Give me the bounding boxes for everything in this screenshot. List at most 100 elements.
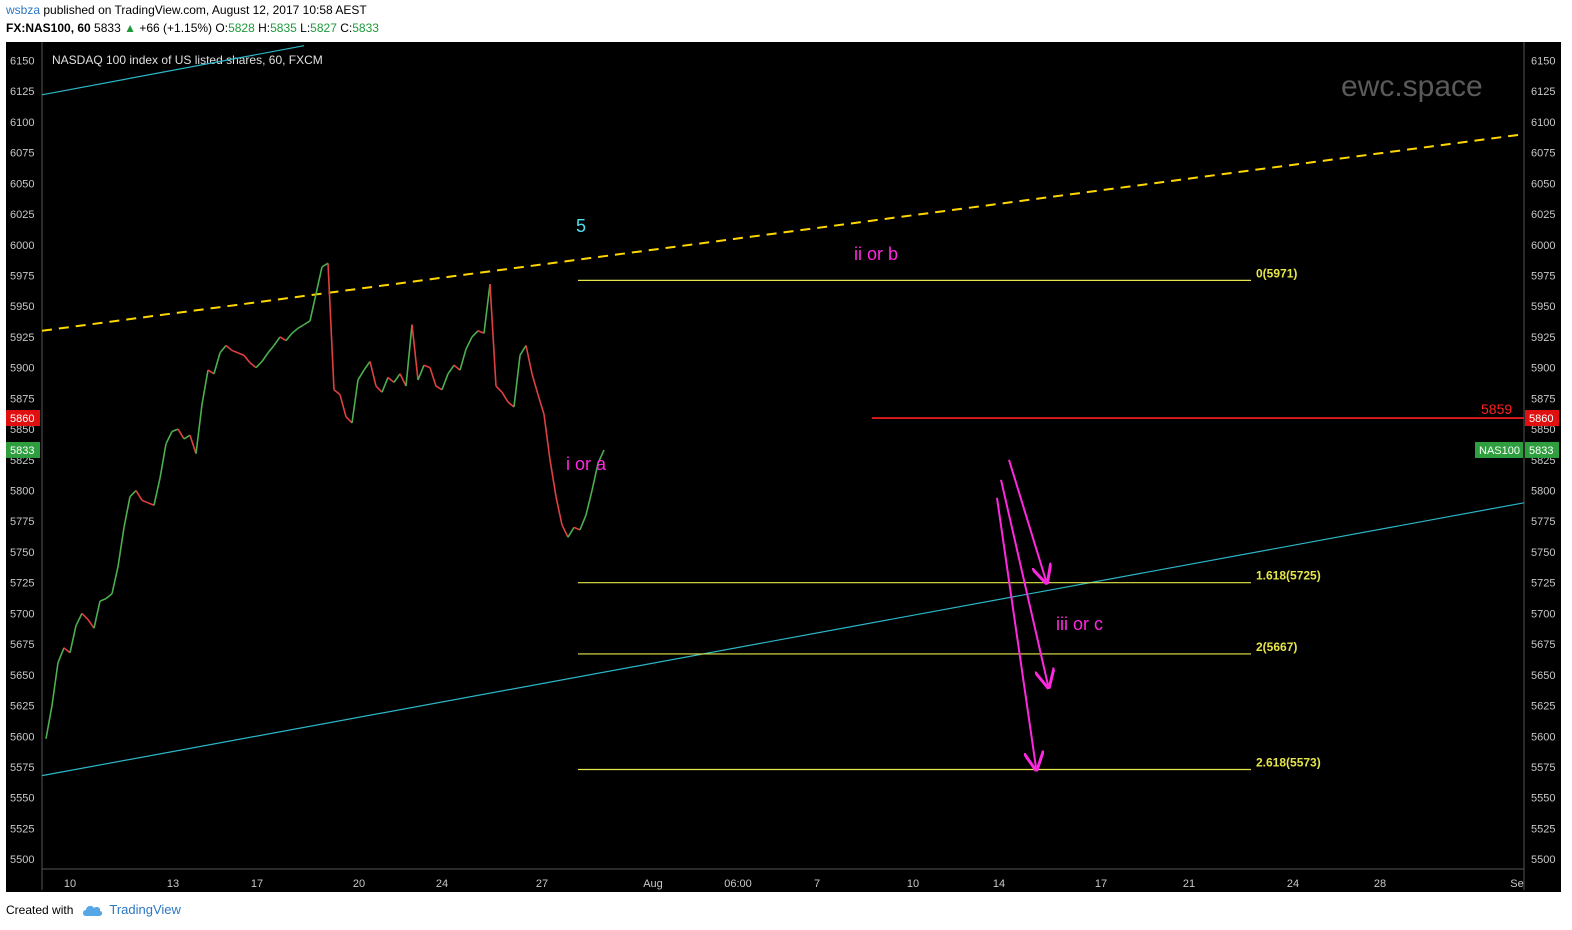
ohlc-line: FX:NAS100, 60 5833 ▲ +66 (+1.15%) O:5828… [6,21,379,35]
price-segment [219,345,227,354]
price-segment [291,327,299,334]
x-tick-label: 10 [907,878,919,890]
price-segment [417,364,425,381]
price-segment [345,416,353,424]
price-segment [513,355,521,408]
price-segment [57,647,65,663]
x-tick-label: 21 [1183,878,1195,890]
price-segment [387,376,395,384]
y-tick-label-left: 5800 [10,486,34,498]
price-segment [375,385,383,393]
x-tick-label: 7 [814,878,820,890]
y-tick-label-left: 5500 [10,854,34,866]
price-segment [543,414,551,460]
price-segment [303,320,311,326]
price-segment [321,262,329,268]
price-segment [369,361,377,387]
price-segment [327,263,335,390]
level-axis-badge-left [6,410,40,427]
price-segment [591,463,599,491]
fib-level-label: 2.618(5573) [1256,755,1321,769]
price-segment [561,524,569,538]
y-tick-label-right: 6075 [1531,148,1555,160]
y-tick-label-right: 5750 [1531,547,1555,559]
price-segment [483,283,491,334]
y-tick-label-left: 6025 [10,209,34,221]
x-tick-label: 27 [536,878,548,890]
y-tick-label-right: 6000 [1531,240,1555,252]
price-segment [81,612,89,621]
price-segment [315,266,323,295]
support-trend-line [41,502,1525,777]
x-tick-label: 24 [1287,878,1299,890]
y-tick-label-right: 5875 [1531,393,1555,405]
price-segment [171,428,179,433]
price-segment [579,514,587,531]
wave-label: i or a [566,454,607,474]
axis-badges: 5860 5860 5833 5833 NAS100 [6,410,1559,458]
price-segment [477,330,485,334]
price-segment [255,360,263,369]
fib-level-label: 2(5667) [1256,640,1297,654]
author-link[interactable]: wsbza [6,3,41,17]
x-tick-label: Se [1510,878,1523,890]
price-segment [135,490,143,501]
upper-trend-line [41,45,305,96]
footer: Created with TradingView [6,902,181,917]
price-segment [339,394,347,418]
watermark: ewc.space [1341,70,1483,103]
y-tick-label-right: 5600 [1531,731,1555,743]
tradingview-link[interactable]: TradingView [109,902,181,917]
price-segment [153,478,161,506]
resistance-level-label: 5859 [1481,401,1512,417]
price-segment [393,373,401,383]
price-segment [279,336,287,342]
symbol-label: FX:NAS100, 60 [6,21,91,35]
price-segment [549,459,557,497]
wave-label: ii or b [854,244,898,264]
fib-level-label: 0(5971) [1256,266,1297,280]
y-tick-label-right: 6050 [1531,178,1555,190]
price-segment [201,369,209,405]
price-segment [447,364,455,375]
price-segment [489,284,497,387]
y-tick-label-left: 5775 [10,516,34,528]
y-tick-label-right: 6125 [1531,86,1555,98]
y-tick-label-left: 5750 [10,547,34,559]
y-tick-label-left: 6100 [10,117,34,129]
price-segment [87,619,95,629]
price-segment [189,434,197,454]
price-segment [309,293,317,322]
price-segment [507,401,515,408]
trend-lines [41,45,1525,777]
x-tick-label: 06:00 [724,878,752,890]
symbol-badge [1475,441,1523,458]
price-segment [471,330,479,338]
price-segment [459,348,467,371]
high-value: 5835 [270,21,297,35]
price-segment [351,379,359,424]
y-tick-label-left: 5950 [10,301,34,313]
price-segment [195,404,203,454]
y-tick-label-right: 5700 [1531,608,1555,620]
price-segment [405,324,413,387]
high-label: H: [258,21,271,35]
x-tick-label: 17 [1095,878,1107,890]
y-tick-label-right: 5850 [1531,424,1555,436]
price-segment [585,490,593,516]
price-segment [129,489,137,498]
cloud-logo-icon[interactable] [81,903,103,917]
price-segment [63,647,71,654]
y-tick-label-left: 5650 [10,670,34,682]
x-tick-label: 13 [167,878,179,890]
x-tick-label: Aug [643,878,663,890]
price-segment [177,428,185,440]
y-tick-label-left: 5900 [10,363,34,375]
projection-arrow [1008,459,1046,581]
wave-label: 5 [576,216,586,236]
y-tick-label-left: 5525 [10,823,34,835]
y-tick-label-right: 5800 [1531,486,1555,498]
projection-arrow [996,497,1036,768]
y-tick-label-right: 5500 [1531,854,1555,866]
